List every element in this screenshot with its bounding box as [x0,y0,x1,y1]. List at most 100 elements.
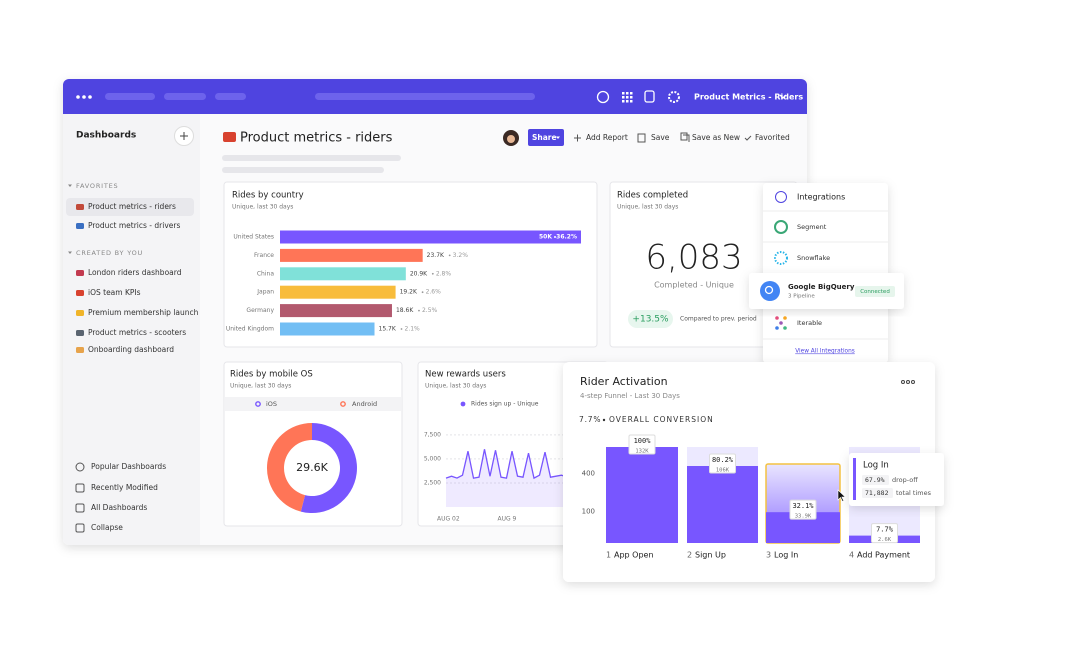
iterable-icon [775,316,779,320]
donut-slice [266,423,312,512]
dashboard-link[interactable]: Onboarding dashboard [88,345,174,354]
status-label: Connected [860,289,890,295]
count-label: 2.6K [878,537,892,543]
integration-name[interactable]: Segment [797,223,827,231]
dashboard-link[interactable]: London riders dashboard [88,268,182,277]
count-label: 106K [716,468,730,474]
sidebar-footer-link[interactable]: Collapse [91,523,123,532]
funnel-bar [606,447,678,543]
separator-dot [421,291,424,294]
area [446,449,600,507]
value-label: 15.7K [379,326,397,333]
category-label: Japan [256,289,274,296]
nav-placeholder [164,93,206,100]
iterable-icon [775,326,779,330]
share-label: 2.6% [426,289,442,296]
legend-strip [225,397,401,411]
tooltip-label: total times [896,489,932,497]
section-label: FAVORITES [76,182,118,190]
dashboard-link[interactable]: Product metrics - drivers [88,221,180,230]
action-button[interactable]: Add Report [586,133,628,142]
card-subtitle: Unique, last 30 days [232,204,293,211]
bigquery-icon [760,281,780,301]
share-label: 2.5% [422,307,438,314]
kpi-caption: Completed - Unique [654,281,734,290]
footer-icon [75,523,85,533]
item-icon [76,290,84,296]
value-label: 18.6K [396,307,414,314]
iterable-icon [779,321,783,325]
nav-placeholder [105,93,155,100]
dashboard-link[interactable]: Product metrics - scooters [88,328,186,337]
dashboard-link[interactable]: Product metrics - riders [88,202,176,211]
active-item [66,198,194,216]
tooltip-value-box [862,488,893,498]
share-caret [556,136,560,139]
integration-name[interactable]: Iterable [797,319,822,327]
conversion-label: OVERALL CONVERSION [609,415,714,424]
share-label: Share [532,133,557,142]
step-number: 4 [849,551,854,560]
bar [280,304,392,318]
more-dot [901,380,905,384]
bar [280,230,581,244]
legend-marker [255,401,261,407]
logo-dot [82,95,86,99]
integrations-icon [775,191,787,203]
y-tick-label: 400 [582,470,595,478]
action-icon [574,134,581,142]
action-icon [680,132,690,142]
plus-icon [180,132,188,140]
card-subtitle: Unique, last 30 days [617,204,678,211]
popup-title: Integrations [797,193,845,202]
action-button[interactable]: Save [651,133,670,142]
action-button[interactable]: Save as New [692,133,740,142]
apps-icon [630,100,633,103]
category-label: United Kingdom [226,326,274,333]
apps-icon [630,96,633,99]
apps-icon [622,92,625,95]
card-title: Rides by country [232,191,304,201]
iterable-icon [783,316,787,320]
card-title: New rewards users [425,370,506,380]
bar [280,267,406,281]
item-icon [76,330,84,336]
sidebar-title: Dashboards [76,131,136,141]
share-label: 36.2% [556,234,577,241]
legend-label: Rides sign up - Unique [471,401,539,408]
item-icon [76,223,84,229]
apps-icon [626,100,629,103]
sidebar-footer-link[interactable]: Popular Dashboards [91,462,166,471]
settings-icon [668,91,680,103]
tooltip-label: drop-off [892,476,918,484]
help-icon [596,90,610,104]
dashboard-link[interactable]: iOS team KPIs [88,288,141,297]
nav-placeholder [215,93,246,100]
legend-label: Android [352,400,377,408]
logo-dot [88,95,92,99]
data-icon [644,90,655,103]
sidebar-footer-link[interactable]: Recently Modified [91,483,158,492]
dashboard-link[interactable]: Premium membership launch [88,308,199,317]
integration-detail: 3 Pipeline [788,294,815,300]
sidebar-footer-link[interactable]: All Dashboards [91,503,147,512]
separator-dot [602,418,606,422]
tooltip-value: 71,882 [865,489,889,497]
card-subtitle: Unique, last 30 days [230,383,291,390]
caret [68,251,72,254]
share-button[interactable] [528,129,564,146]
value-box [871,523,898,544]
separator-dot [431,272,434,275]
view-all-link[interactable]: View All Integrations [795,349,855,355]
more-dot [911,380,915,384]
share-label: 2.1% [405,326,421,333]
footer-icon [75,503,85,513]
tooltip-title: Log In [863,461,889,471]
integration-name[interactable]: Snowflake [797,254,830,262]
action-button[interactable]: Favorited [755,133,790,142]
workspace-switcher[interactable]: Product Metrics - Riders [694,93,803,102]
action-icon [637,133,646,143]
y-tick-label: 7,500 [424,431,441,438]
category-label: Germany [246,307,274,314]
bigquery-card[interactable] [749,273,904,309]
